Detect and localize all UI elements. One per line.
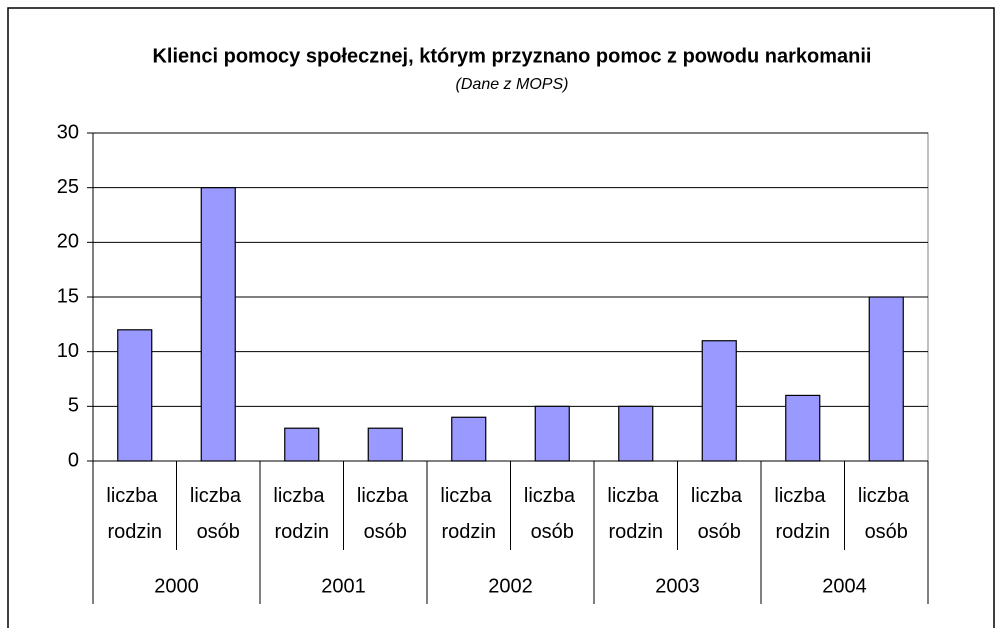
bar bbox=[618, 405, 654, 462]
y-tick-label: 30 bbox=[57, 121, 79, 143]
bar bbox=[367, 427, 403, 462]
y-tick-label: 0 bbox=[68, 449, 79, 471]
bar bbox=[117, 329, 153, 462]
x-tick-label: liczba osób bbox=[190, 485, 247, 543]
y-tick-label: 25 bbox=[57, 176, 79, 198]
bar bbox=[785, 394, 821, 462]
y-tick-label: 10 bbox=[57, 340, 79, 362]
bar bbox=[284, 427, 320, 462]
group-label: 2002 bbox=[488, 575, 533, 597]
x-tick-label: liczba osób bbox=[524, 485, 581, 543]
chart-frame bbox=[7, 7, 995, 628]
y-tick-label: 5 bbox=[68, 395, 79, 417]
bar bbox=[200, 187, 236, 462]
y-tick-label: 20 bbox=[57, 231, 79, 253]
chart-subtitle: (Dane z MOPS) bbox=[456, 76, 569, 93]
group-label: 2003 bbox=[655, 575, 700, 597]
x-tick-label: liczba rodzin bbox=[106, 485, 163, 543]
chart-title: Klienci pomocy społecznej, którym przyzn… bbox=[152, 45, 871, 67]
x-tick-label: liczba rodzin bbox=[774, 485, 831, 543]
x-tick-label: liczba osób bbox=[858, 485, 915, 543]
group-label: 2001 bbox=[321, 575, 366, 597]
group-label: 2000 bbox=[154, 575, 199, 597]
y-tick-label: 15 bbox=[57, 285, 79, 307]
bar bbox=[534, 405, 570, 462]
x-tick-label: liczba rodzin bbox=[440, 485, 497, 543]
x-tick-label: liczba rodzin bbox=[273, 485, 330, 543]
bar bbox=[868, 296, 904, 462]
bar bbox=[451, 416, 487, 462]
x-tick-label: liczba osób bbox=[691, 485, 748, 543]
x-tick-label: liczba rodzin bbox=[607, 485, 664, 543]
bar bbox=[701, 340, 737, 462]
group-label: 2004 bbox=[822, 575, 867, 597]
x-tick-label: liczba osób bbox=[357, 485, 414, 543]
